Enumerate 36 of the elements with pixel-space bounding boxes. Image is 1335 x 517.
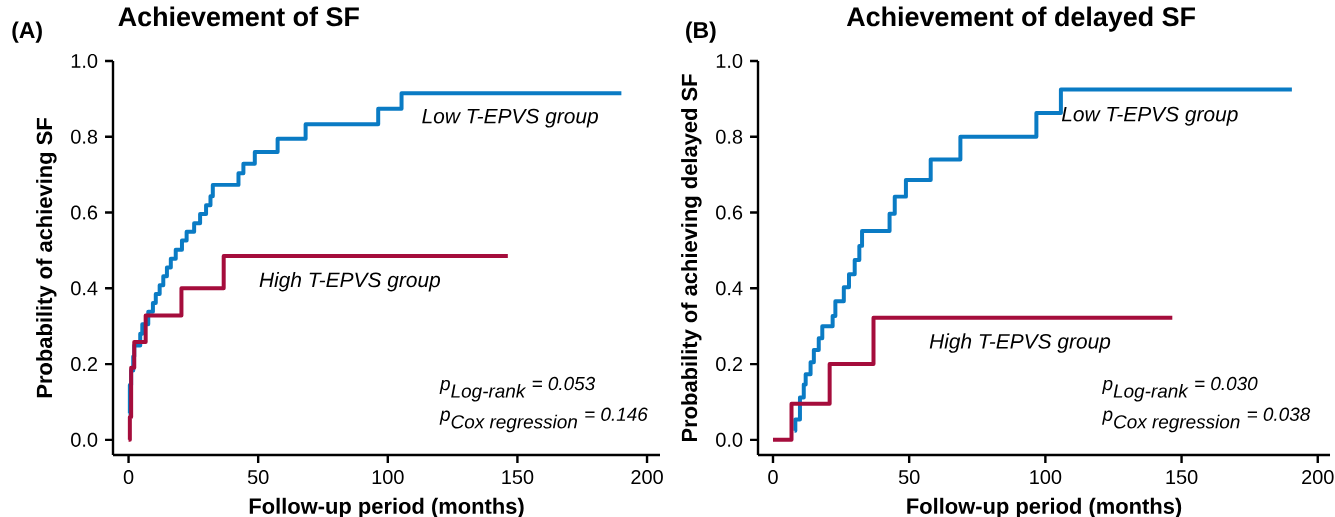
y-tick-label: 0.4 <box>716 281 743 296</box>
x-tick-label: 50 <box>898 470 920 485</box>
series-label: High T-EPVS group <box>929 333 1111 353</box>
y-tick-label: 0.2 <box>71 357 97 372</box>
annotation: $\textit{p}_{\textit{Cox regression}}\textit{ = 0.146}$ <box>439 407 648 433</box>
text: (A) <box>12 21 42 43</box>
y-tick-label: 0.8 <box>716 129 743 144</box>
text: (B) <box>686 21 716 43</box>
x-tick-label: 150 <box>502 470 534 485</box>
y-tick-label: 0.4 <box>71 281 98 296</box>
x-tick-label: 200 <box>1302 470 1334 485</box>
chart-title: Achievement of delayed SF <box>846 6 1196 32</box>
y-axis-title: Probability of achieving delayed SF <box>681 74 702 442</box>
x-tick-label: 100 <box>1030 470 1062 485</box>
series-label: High T-EPVS group <box>259 271 441 292</box>
y-tick-label: 0.0 <box>716 432 743 447</box>
x-tick-label: 0 <box>768 470 778 485</box>
annotation: $\textit{p}_{\textit{Log-rank}}\textit{ = 0.053}$ <box>439 376 596 402</box>
y-tick-label: 1.0 <box>716 53 743 69</box>
x-tick-label: 0 <box>123 470 134 485</box>
y-tick-label: 0.2 <box>716 357 743 372</box>
x-tick-label: 100 <box>372 470 404 485</box>
x-tick-label: 200 <box>631 470 663 485</box>
x-tick-label: 150 <box>1166 470 1198 485</box>
y-tick-label: 1.0 <box>71 53 98 69</box>
y-tick-label: 0.0 <box>71 432 98 447</box>
series-label: Low T-EPVS group <box>1061 106 1238 126</box>
y-axis-title: Probability of achieving SF <box>36 118 57 398</box>
chart-title: Achievement of SF <box>118 6 359 27</box>
y-tick-label: 0.6 <box>716 205 743 220</box>
y-tick-label: 0.6 <box>71 205 98 220</box>
annotation: $\textit{p}_{\textit{Log-rank}}\textit{ = 0.030}$ <box>1102 376 1258 402</box>
y-tick-label: 0.8 <box>71 129 98 144</box>
x-tick-label: 50 <box>247 470 269 485</box>
series-label: Low T-EPVS group <box>422 108 598 128</box>
annotation: $\textit{p}_{\textit{Cox regression}}\textit{ = 0.038}$ <box>1102 407 1311 433</box>
